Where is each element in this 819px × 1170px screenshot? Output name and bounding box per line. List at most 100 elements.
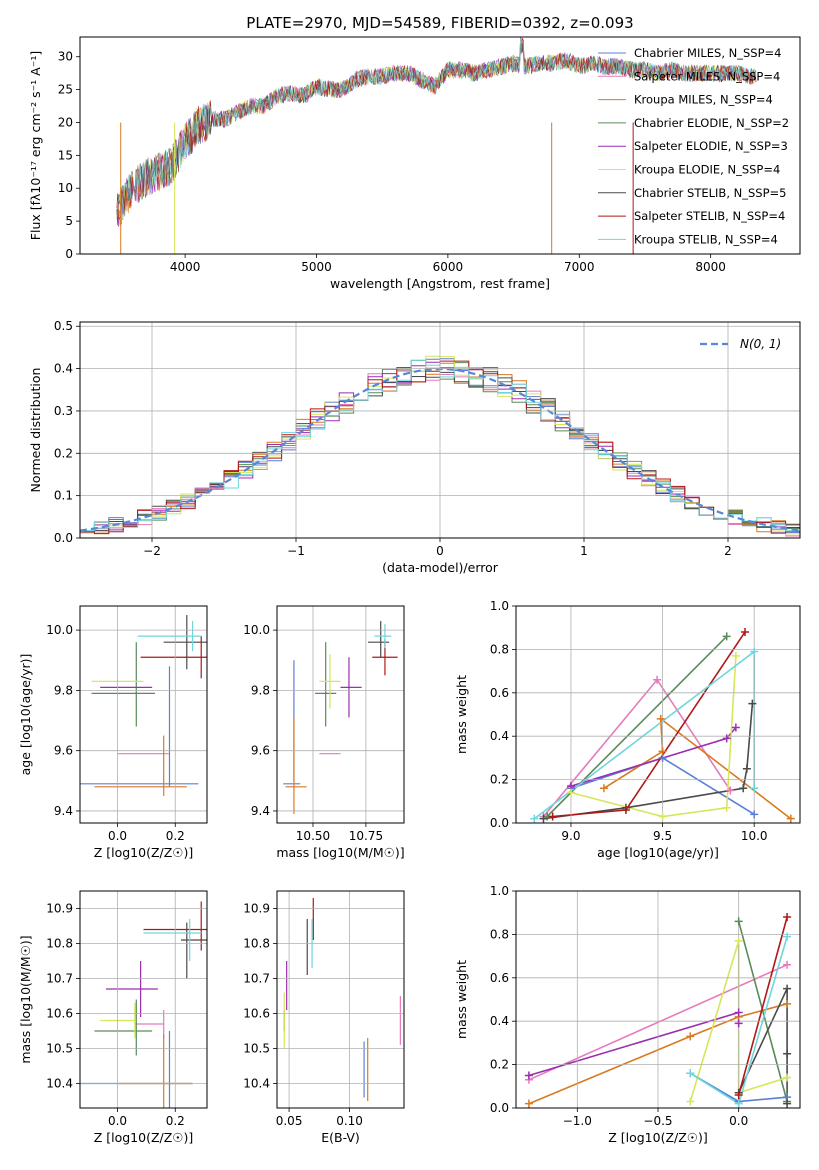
x-tick-label: 0.0 — [108, 829, 127, 843]
y-tick-label: 25 — [58, 83, 73, 97]
y-axis-label: mass weight — [454, 675, 469, 754]
legend-label: Chabrier MILES, N_SSP=4 — [634, 46, 781, 60]
plus-marker — [722, 632, 731, 641]
axes-frame — [79, 36, 801, 255]
plus-marker — [726, 786, 735, 795]
y-tick-label: 0.6 — [490, 686, 509, 700]
y-axis-label: mass [log10(M/M☉)] — [18, 935, 33, 1063]
plus-marker — [783, 1099, 792, 1108]
spectrum-series-line — [116, 38, 757, 223]
plot-area — [116, 37, 757, 254]
y-tick-label: 10.5 — [46, 1042, 73, 1056]
y-tick-label: 0.5 — [54, 319, 73, 333]
x-tick-label: −1.0 — [563, 1114, 592, 1128]
y-tick-label: 10 — [58, 181, 73, 195]
x-tick-label: 2 — [724, 544, 732, 558]
weight-series-line — [552, 631, 746, 818]
y-tick-label: 0.0 — [54, 531, 73, 545]
legend-label: Salpeter MILES, N_SSP=4 — [634, 69, 780, 83]
y-tick-label: 10.9 — [46, 902, 73, 916]
axes-frame — [276, 605, 405, 824]
plus-marker — [739, 784, 748, 793]
plus-marker — [783, 1073, 792, 1082]
plus-marker — [658, 747, 667, 756]
legend-label: Chabrier ELODIE, N_SSP=2 — [634, 116, 789, 130]
y-tick-label: 9.6 — [54, 744, 73, 758]
y-tick-label: 9.4 — [251, 804, 270, 818]
plus-marker — [658, 812, 667, 821]
panel-age-vs-mass: 10.50 10.75 9.4 9.6 9.8 10.0 mass [log10(M/M☉)… — [243, 605, 405, 860]
chart-panels: 4000 5000 6000 7000 8000051015202530waveleng… — [18, 36, 801, 1145]
y-axis-label: Flux [fλ10⁻¹⁷ erg cm⁻² s⁻¹ A⁻¹] — [28, 51, 43, 240]
y-tick-label: 0.4 — [490, 1014, 509, 1028]
x-tick-label: 6000 — [433, 260, 464, 274]
y-tick-label: 0.0 — [490, 816, 509, 830]
x-axis-label: Z [log10(Z/Z☉)] — [608, 1130, 708, 1145]
legend-label: Kroupa MILES, N_SSP=4 — [634, 93, 773, 107]
y-tick-label: 10.6 — [46, 1007, 73, 1021]
x-axis-label: age [log10(age/yr)] — [597, 845, 719, 860]
y-tick-label: 10.8 — [46, 937, 73, 951]
axes-frame — [79, 321, 801, 539]
y-axis-label: Normed distribution — [28, 368, 43, 493]
panel-mass-vs-Z: 0.0 0.2 10.4 10.5 10.6 10.7 10.8 10.9 Z [log10(Z… — [18, 890, 208, 1145]
x-tick-label: 0 — [436, 544, 444, 558]
panel-age-vs-Z: 0.0 0.2 9.4 9.6 9.8 10.0 Z [log10(Z/Z☉)] age [l… — [18, 605, 208, 860]
plus-marker — [734, 1008, 743, 1017]
x-tick-label: 5000 — [301, 260, 332, 274]
legend-label: Kroupa STELIB, N_SSP=4 — [634, 232, 778, 246]
plot-area — [80, 901, 207, 1108]
y-tick-label: 1.0 — [490, 884, 509, 898]
x-tick-label: −0.5 — [643, 1114, 672, 1128]
x-tick-label: −1 — [287, 544, 305, 558]
plus-marker — [686, 1097, 695, 1106]
y-tick-label: 0.8 — [490, 642, 509, 656]
plot-area — [80, 615, 207, 796]
axes-frame — [79, 605, 208, 824]
y-tick-label: 0.2 — [490, 773, 509, 787]
panel-residuals: −2 −1 0 1 2 0.0 0.1 0.2 0.3 0.4 0.5 (data-model)/er… — [28, 319, 801, 575]
panel-spectrum: 4000 5000 6000 7000 8000 0 5 10 15 20 25 30 waveleng… — [28, 36, 801, 291]
plus-marker — [783, 932, 792, 941]
panel-weight-vs-Z: −1.0 −0.5 0.0 0.0 0.2 0.4 0.6 0.8 1.0 Z [log10(Z/… — [454, 884, 801, 1145]
y-tick-label: 10.5 — [243, 1042, 270, 1056]
y-tick-label: 10.8 — [243, 937, 270, 951]
plus-marker — [786, 814, 795, 823]
y-tick-label: 0 — [65, 247, 73, 261]
plus-marker — [524, 1071, 533, 1080]
plus-marker — [530, 814, 539, 823]
y-tick-label: 30 — [58, 50, 73, 64]
plus-marker — [731, 651, 740, 660]
y-tick-label: 0.8 — [490, 927, 509, 941]
y-tick-label: 9.8 — [54, 683, 73, 697]
plus-marker — [783, 913, 792, 922]
axes-frame — [79, 890, 208, 1109]
weight-series-line — [603, 717, 792, 820]
y-tick-label: 0.1 — [54, 489, 73, 503]
x-tick-label: 1 — [580, 544, 588, 558]
plus-marker — [656, 714, 665, 723]
plus-marker — [722, 803, 731, 812]
plus-marker — [748, 699, 757, 708]
weight-series-line — [570, 655, 737, 818]
x-tick-label: 0.0 — [108, 1114, 127, 1128]
y-tick-label: 10.7 — [243, 972, 270, 986]
x-tick-label: 0.10 — [336, 1114, 363, 1128]
y-tick-label: 0.0 — [490, 1101, 509, 1115]
panel-mass-vs-EBV: 0.05 0.10 10.4 10.5 10.6 10.7 10.8 10.9 E(B-V) — [243, 890, 405, 1145]
plus-marker — [734, 1099, 743, 1108]
y-tick-label: 20 — [58, 115, 73, 129]
plus-marker — [742, 764, 751, 773]
plus-marker — [734, 917, 743, 926]
y-tick-label: 10.9 — [243, 902, 270, 916]
y-tick-label: 10.4 — [46, 1077, 73, 1091]
y-tick-label: 10.0 — [243, 623, 270, 637]
x-axis-label: Z [log10(Z/Z☉)] — [94, 845, 194, 860]
x-tick-label: 9.5 — [653, 829, 672, 843]
spectrum-series-line — [116, 37, 757, 221]
plus-marker — [750, 647, 759, 656]
y-tick-label: 10.6 — [243, 1007, 270, 1021]
plus-marker — [734, 1019, 743, 1028]
x-tick-label: −2 — [143, 544, 161, 558]
